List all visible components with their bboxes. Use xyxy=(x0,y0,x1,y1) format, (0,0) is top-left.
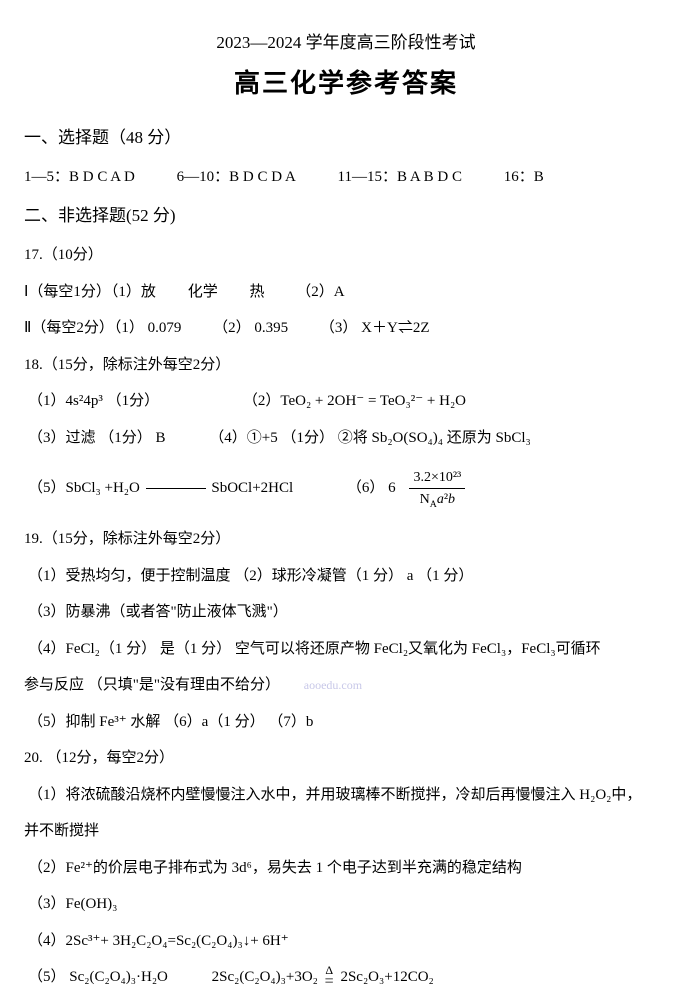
q20-head: 20. （12分，每空2分） xyxy=(24,747,668,770)
exam-header: 2023—2024 学年度高三阶段性考试 xyxy=(24,30,668,56)
q20-r5c: 2Sc₂O₃+12CO₂ xyxy=(340,969,433,985)
q18-r3c: （6） 6 xyxy=(347,480,396,496)
q18-r3a: （5）SbCl₃ +H₂O xyxy=(28,480,140,496)
q18-r2a: （3）过滤 （1分） B xyxy=(28,430,166,446)
q19-r3b-text: 参与反应 （只填"是"没有理由不给分） xyxy=(24,677,280,693)
q17-p1-b: 化学 xyxy=(188,281,218,304)
q17-p1-lead: Ⅰ（每空1分）（1）放 xyxy=(24,281,156,304)
mcq-group2: 6—10：B D C D A xyxy=(177,166,296,189)
section1-title: 一、选择题（48 分） xyxy=(24,125,668,151)
q20-r5: （5） Sc₂(C₂O₄)₃·H₂O 2Sc₂(C₂O₄)₃+3O₂ Δ = 2… xyxy=(24,966,668,989)
q17-head: 17.（10分） xyxy=(24,244,668,267)
mcq-answers: 1—5：B D C A D 6—10：B D C D A 11—15：B A B… xyxy=(24,166,668,189)
fraction-denominator: NAa²b xyxy=(409,489,465,510)
mcq-group1: 1—5：B D C A D xyxy=(24,166,135,189)
q18-r3b: SbOCl+2HCl xyxy=(211,480,293,496)
q18-r2b: （4）①+5 （1分） ②将 Sb₂O(SO₄)₄ 还原为 SbCl₃ xyxy=(209,430,530,446)
mcq-group4: 16：B xyxy=(504,166,544,189)
q19-r1: （1）受热均匀，便于控制温度 （2）球形冷凝管（1 分） a （1 分） xyxy=(24,565,668,588)
watermark-text: aooedu.com xyxy=(304,678,362,692)
q17-part1: Ⅰ（每空1分）（1）放 化学 热 （2）A xyxy=(24,281,668,304)
q17-p2-lead: Ⅱ（每空2分）（1） 0.079 xyxy=(24,317,181,340)
mcq-group3: 11—15：B A B D C xyxy=(338,166,462,189)
q17-p1-d: （2）A xyxy=(296,281,344,304)
q18-row2: （3）过滤 （1分） B （4）①+5 （1分） ②将 Sb₂O(SO₄)₄ 还… xyxy=(24,427,668,450)
q20-r3: （3）Fe(OH)₃ xyxy=(24,893,668,916)
q20-r5b: 2Sc₂(C₂O₄)₃+3O₂ xyxy=(212,969,318,985)
q20-r1b: 并不断搅拌 xyxy=(24,820,668,843)
q18-r1a: （1）4s²4p³ （1分） xyxy=(28,393,159,409)
q18-row1: （1）4s²4p³ （1分） （2）TeO₂ + 2OH⁻ = TeO₃²⁻ +… xyxy=(24,390,668,413)
q20-r5a: （5） Sc₂(C₂O₄)₃·H₂O xyxy=(28,969,168,985)
q19-r3: （4）FeCl₂（1 分） 是（1 分） 空气可以将还原产物 FeCl₂又氧化为… xyxy=(24,638,668,661)
delta-arrow-icon: Δ = xyxy=(325,966,334,988)
q17-p2-c: （3） X＋Y⇌2Z xyxy=(320,317,430,340)
q17-part2: Ⅱ（每空2分）（1） 0.079 （2） 0.395 （3） X＋Y⇌2Z xyxy=(24,317,668,340)
q20-r2: （2）Fe²⁺的价层电子排布式为 3d⁶，易失去 1 个电子达到半充满的稳定结构 xyxy=(24,857,668,880)
q17-p2-b: （2） 0.395 xyxy=(213,317,288,340)
exam-title: 高三化学参考答案 xyxy=(24,64,668,103)
q18-fraction: 3.2×10²³ NAa²b xyxy=(409,467,465,510)
q19-r4: （5）抑制 Fe³⁺ 水解 （6）a（1 分） （7）b xyxy=(24,711,668,734)
section2-title: 二、非选择题(52 分) xyxy=(24,203,668,229)
q17-p1-c: 热 xyxy=(249,281,264,304)
fraction-numerator: 3.2×10²³ xyxy=(409,467,465,489)
q18-head: 18.（15分，除标注外每空2分） xyxy=(24,354,668,377)
q18-row3: （5）SbCl₃ +H₂O SbOCl+2HCl （6） 6 3.2×10²³ … xyxy=(24,467,668,510)
reaction-arrow-icon xyxy=(146,488,206,489)
q19-r2: （3）防暴沸（或者答"防止液体飞溅"） xyxy=(24,601,668,624)
q20-r4: （4）2Sc³⁺+ 3H₂C₂O₄=Sc₂(C₂O₄)₃↓+ 6H⁺ xyxy=(24,930,668,953)
q19-head: 19.（15分，除标注外每空2分） xyxy=(24,528,668,551)
q19-r3b: 参与反应 （只填"是"没有理由不给分） aooedu.com xyxy=(24,674,668,697)
q20-r1: （1）将浓硫酸沿烧杯内壁慢慢注入水中，并用玻璃棒不断搅拌，冷却后再慢慢注入 H₂… xyxy=(24,784,668,807)
q18-r1b: （2）TeO₂ + 2OH⁻ = TeO₃²⁻ + H₂O xyxy=(243,393,466,409)
